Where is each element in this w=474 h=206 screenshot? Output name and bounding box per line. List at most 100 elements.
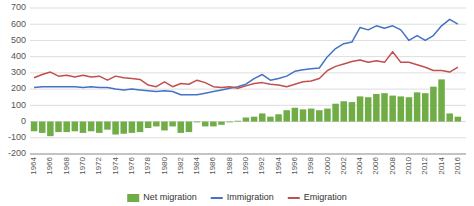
x-tick-label: 1974 bbox=[111, 156, 120, 174]
bar bbox=[430, 87, 437, 122]
legend-label: Net migration bbox=[143, 192, 197, 202]
bar bbox=[137, 122, 144, 133]
y-tick-label: 600 bbox=[11, 19, 26, 29]
bar bbox=[308, 109, 315, 122]
bar bbox=[438, 79, 445, 121]
grid-line bbox=[30, 24, 466, 25]
bar bbox=[104, 122, 111, 130]
y-tick-label: 100 bbox=[11, 100, 26, 110]
x-tick-label: 1984 bbox=[192, 156, 201, 174]
x-tick-label: 2006 bbox=[371, 156, 380, 174]
bar bbox=[283, 110, 290, 121]
grid-line bbox=[30, 137, 466, 138]
bar bbox=[275, 114, 282, 121]
bar bbox=[210, 122, 217, 127]
x-tick-label: 1970 bbox=[78, 156, 87, 174]
bar bbox=[129, 122, 136, 133]
bar bbox=[55, 122, 62, 133]
bar bbox=[178, 122, 185, 133]
bar bbox=[120, 122, 127, 134]
x-tick-label: 2002 bbox=[339, 156, 348, 174]
grid-line bbox=[30, 154, 466, 155]
x-tick-label: 1980 bbox=[160, 156, 169, 174]
grid-line bbox=[30, 89, 466, 90]
x-axis-line bbox=[30, 154, 466, 155]
bar bbox=[292, 108, 299, 122]
x-tick-label: 1992 bbox=[257, 156, 266, 174]
y-tick-label: 200 bbox=[11, 83, 26, 93]
x-tick-label: 1994 bbox=[274, 156, 283, 174]
legend-swatch bbox=[127, 194, 139, 202]
x-tick-label: 1982 bbox=[176, 156, 185, 174]
bar bbox=[202, 122, 209, 127]
x-tick-label: 1978 bbox=[143, 156, 152, 174]
bar bbox=[39, 122, 46, 133]
bar bbox=[243, 118, 250, 122]
y-tick-label: 300 bbox=[11, 67, 26, 77]
bar bbox=[251, 117, 258, 122]
x-tick-label: 2004 bbox=[355, 156, 364, 174]
x-tick-label: 1972 bbox=[94, 156, 103, 174]
bar bbox=[300, 109, 307, 121]
bar bbox=[446, 113, 453, 121]
y-tick-label: -200 bbox=[8, 148, 26, 158]
legend-label: Emigration bbox=[304, 192, 347, 202]
x-tick-label: 2000 bbox=[323, 156, 332, 174]
bar-series bbox=[31, 79, 461, 136]
x-tick-label: 1986 bbox=[208, 156, 217, 174]
bar bbox=[169, 122, 176, 127]
x-tick-label: 1996 bbox=[290, 156, 299, 174]
x-tick-label: 2014 bbox=[437, 156, 446, 174]
bar bbox=[72, 122, 79, 132]
bar bbox=[161, 122, 168, 131]
grid-line bbox=[30, 56, 466, 57]
x-tick-label: 1990 bbox=[241, 156, 250, 174]
bar bbox=[373, 94, 380, 122]
bar bbox=[316, 110, 323, 121]
legend-swatch bbox=[211, 197, 223, 199]
x-tick-label: 2016 bbox=[453, 156, 462, 174]
y-tick-label: 700 bbox=[11, 2, 26, 12]
legend-label: Immigration bbox=[227, 192, 274, 202]
bar bbox=[332, 104, 339, 122]
legend-item: Net migration bbox=[127, 192, 197, 202]
bar bbox=[88, 122, 95, 132]
y-tick-label: 0 bbox=[21, 116, 26, 126]
bar bbox=[349, 102, 356, 121]
y-tick-label: 400 bbox=[11, 51, 26, 61]
bar bbox=[422, 93, 429, 121]
x-tick-label: 2010 bbox=[404, 156, 413, 174]
bar bbox=[381, 93, 388, 121]
legend-item: Immigration bbox=[211, 192, 274, 202]
bar bbox=[235, 120, 242, 122]
bar bbox=[267, 117, 274, 122]
bar bbox=[406, 97, 413, 121]
bar bbox=[47, 122, 54, 137]
grid-line bbox=[30, 8, 466, 9]
x-tick-label: 1988 bbox=[225, 156, 234, 174]
y-tick-label: 500 bbox=[11, 35, 26, 45]
bar bbox=[96, 122, 103, 133]
bar bbox=[186, 122, 193, 133]
bar bbox=[324, 109, 331, 122]
bar bbox=[194, 121, 201, 123]
grid-line bbox=[30, 72, 466, 73]
bar bbox=[218, 122, 225, 125]
bar bbox=[31, 122, 38, 132]
bar bbox=[365, 97, 372, 121]
bar bbox=[414, 92, 421, 121]
bar bbox=[389, 96, 396, 122]
grid bbox=[30, 8, 466, 154]
bar bbox=[226, 121, 233, 123]
bar bbox=[112, 122, 119, 135]
line bbox=[34, 52, 458, 89]
x-tick-label: 2008 bbox=[388, 156, 397, 174]
line bbox=[34, 19, 458, 94]
x-tick-label: 1964 bbox=[29, 156, 38, 174]
bar bbox=[340, 101, 347, 121]
legend-item: Emigration bbox=[288, 192, 347, 202]
bar bbox=[398, 96, 405, 121]
bar bbox=[259, 113, 266, 121]
x-tick-label: 1968 bbox=[62, 156, 71, 174]
grid-line bbox=[30, 40, 466, 41]
